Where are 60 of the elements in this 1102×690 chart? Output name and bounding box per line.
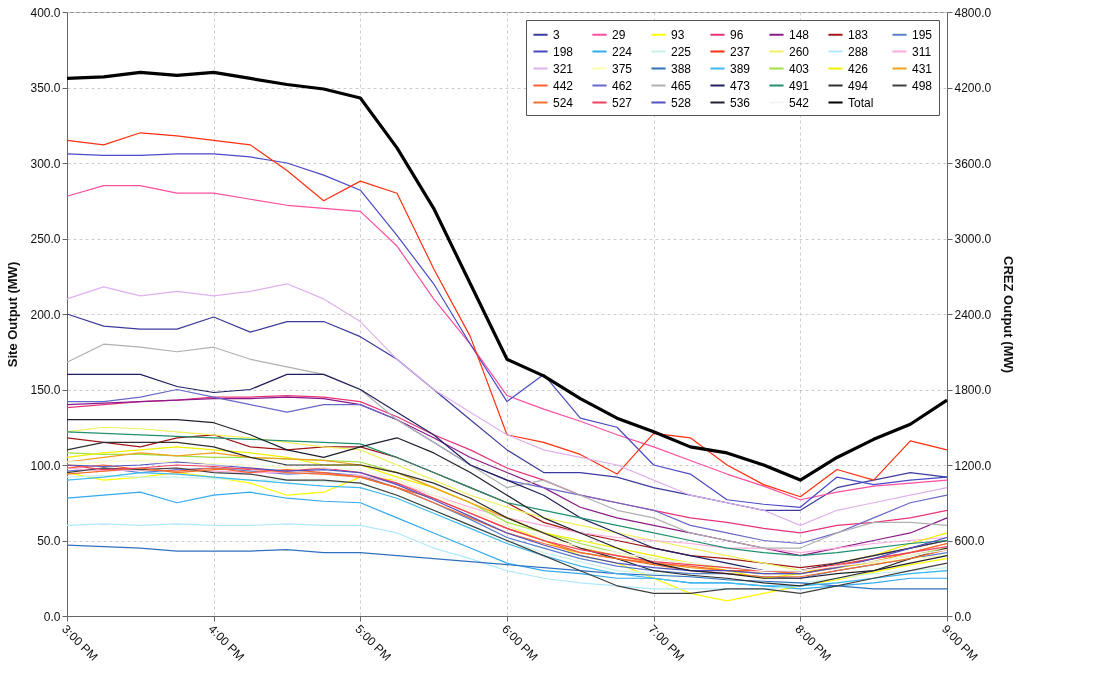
y2-axis-title: CREZ Output (MW)	[1001, 256, 1017, 373]
y-tick-label: 50.0	[37, 534, 61, 548]
y2-tick-label: 1800.0	[954, 383, 992, 397]
legend-label: 288	[848, 44, 869, 59]
y2-tick-label: 4200.0	[954, 81, 992, 95]
legend-label: 462	[612, 78, 633, 93]
legend-label: 389	[730, 61, 751, 76]
legend-label: 224	[612, 44, 633, 59]
x-tick-label: 5:00 PM	[352, 622, 394, 664]
legend-label: 311	[912, 44, 932, 59]
y-tick-label: 150.0	[30, 383, 61, 397]
legend-label: 3	[553, 27, 560, 42]
y-tick-label: 400.0	[30, 5, 61, 20]
y-tick-label: 200.0	[30, 307, 61, 322]
legend-label: 542	[789, 95, 810, 110]
y2-tick-label: 1200.0	[954, 458, 992, 473]
legend-label: 403	[789, 61, 810, 76]
legend-label: 93	[671, 27, 685, 42]
legend-label: 442	[553, 78, 574, 93]
x-tick-label: 4:00 PM	[205, 622, 248, 664]
legend-label: 473	[730, 78, 751, 93]
x-tick-label: 6:00 PM	[499, 622, 541, 664]
y-tick-label: 300.0	[30, 156, 61, 171]
legend-label: 375	[612, 61, 633, 76]
y-tick-label: 350.0	[30, 81, 61, 95]
x-tick-label: 3:00 PM	[59, 622, 101, 664]
legend-label: 237	[730, 44, 751, 59]
y2-tick-label: 0.0	[954, 609, 972, 624]
legend-label: 195	[912, 27, 933, 42]
y2-tick-label: 2400.0	[954, 307, 992, 322]
legend-label: 198	[553, 44, 574, 59]
x-tick-label: 8:00 PM	[792, 622, 834, 664]
legend-label: 431	[912, 61, 933, 76]
legend-label: 465	[671, 78, 692, 93]
y-tick-label: 0.0	[43, 609, 61, 624]
legend-label: 183	[848, 27, 869, 42]
y-tick-label: 250.0	[30, 232, 61, 246]
legend-label: 260	[789, 44, 810, 59]
y2-tick-label: 600.0	[954, 534, 985, 548]
legend-label: 148	[789, 27, 810, 42]
legend-label: 528	[671, 95, 692, 110]
legend-label: 524	[553, 95, 574, 110]
y-axis-title: Site Output (MW)	[5, 261, 21, 368]
legend-label: 29	[612, 27, 626, 42]
legend-label: Total	[848, 95, 874, 110]
legend-label: 388	[671, 61, 692, 76]
legend-label: 225	[671, 44, 692, 59]
y2-tick-label: 3000.0	[954, 232, 992, 246]
legend-label: 536	[730, 95, 751, 110]
legend-label: 321	[553, 61, 574, 76]
y-tick-label: 100.0	[30, 458, 61, 473]
legend-label: 426	[848, 61, 869, 76]
legend-label: 498	[912, 78, 933, 93]
y2-tick-label: 3600.0	[954, 156, 992, 171]
y2-tick-label: 4800.0	[954, 5, 992, 20]
legend-label: 494	[848, 78, 869, 93]
legend-label: 527	[612, 95, 633, 110]
x-tick-label: 9:00 PM	[939, 622, 981, 664]
legend-label: 491	[789, 78, 810, 93]
legend-label: 96	[730, 27, 744, 42]
